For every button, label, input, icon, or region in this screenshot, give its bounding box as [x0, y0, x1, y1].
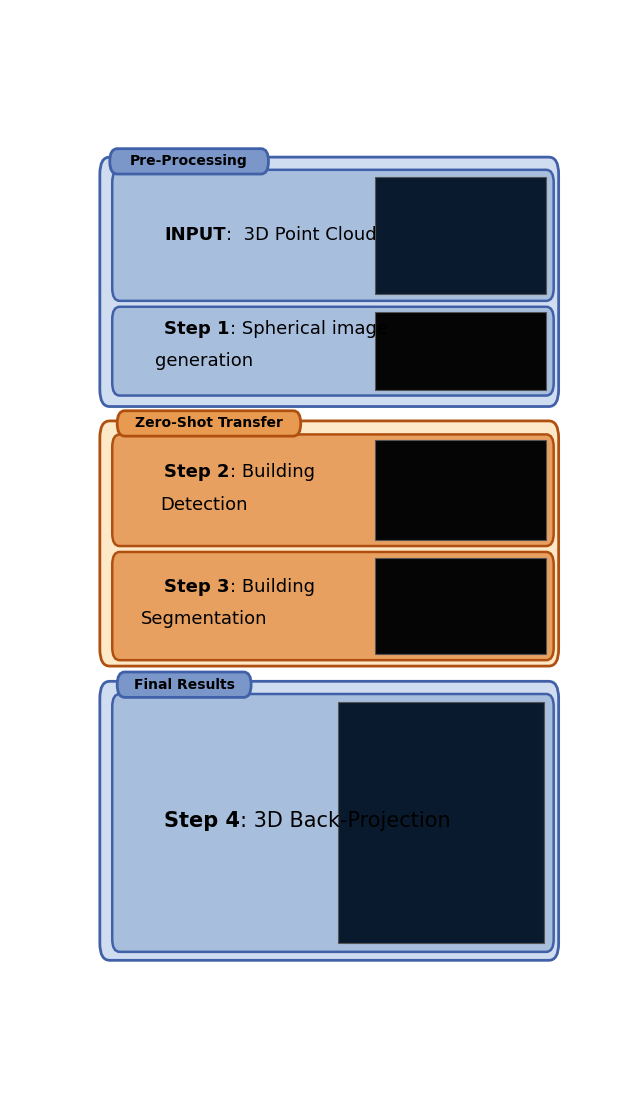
Text: : 3D Back-Projection: : 3D Back-Projection: [241, 810, 451, 831]
FancyBboxPatch shape: [100, 681, 559, 961]
Text: : Building: : Building: [230, 463, 315, 482]
FancyBboxPatch shape: [112, 552, 554, 660]
FancyBboxPatch shape: [117, 411, 301, 436]
Text: Zero-Shot Transfer: Zero-Shot Transfer: [135, 416, 283, 430]
Text: Step 3: Step 3: [164, 578, 230, 595]
FancyBboxPatch shape: [375, 558, 547, 654]
FancyBboxPatch shape: [112, 170, 554, 301]
Text: :  3D Point Cloud: : 3D Point Cloud: [226, 226, 376, 244]
FancyBboxPatch shape: [112, 694, 554, 952]
Text: INPUT: INPUT: [164, 226, 226, 244]
Text: Detection: Detection: [160, 495, 248, 514]
Text: : Spherical image: : Spherical image: [230, 320, 388, 338]
FancyBboxPatch shape: [112, 306, 554, 395]
Text: Segmentation: Segmentation: [141, 609, 268, 628]
Text: Step 4: Step 4: [164, 810, 241, 831]
Text: Step 1: Step 1: [164, 320, 230, 338]
Text: : Building: : Building: [230, 578, 315, 595]
Text: generation: generation: [155, 351, 253, 370]
FancyBboxPatch shape: [375, 178, 547, 294]
FancyBboxPatch shape: [110, 148, 269, 173]
Text: Final Results: Final Results: [134, 677, 235, 692]
FancyBboxPatch shape: [100, 421, 559, 666]
FancyBboxPatch shape: [375, 312, 547, 391]
FancyBboxPatch shape: [338, 703, 544, 943]
FancyBboxPatch shape: [112, 435, 554, 546]
Text: Step 2: Step 2: [164, 463, 230, 482]
FancyBboxPatch shape: [100, 157, 559, 406]
FancyBboxPatch shape: [375, 439, 547, 540]
FancyBboxPatch shape: [117, 672, 251, 697]
Text: Pre-Processing: Pre-Processing: [131, 155, 248, 168]
